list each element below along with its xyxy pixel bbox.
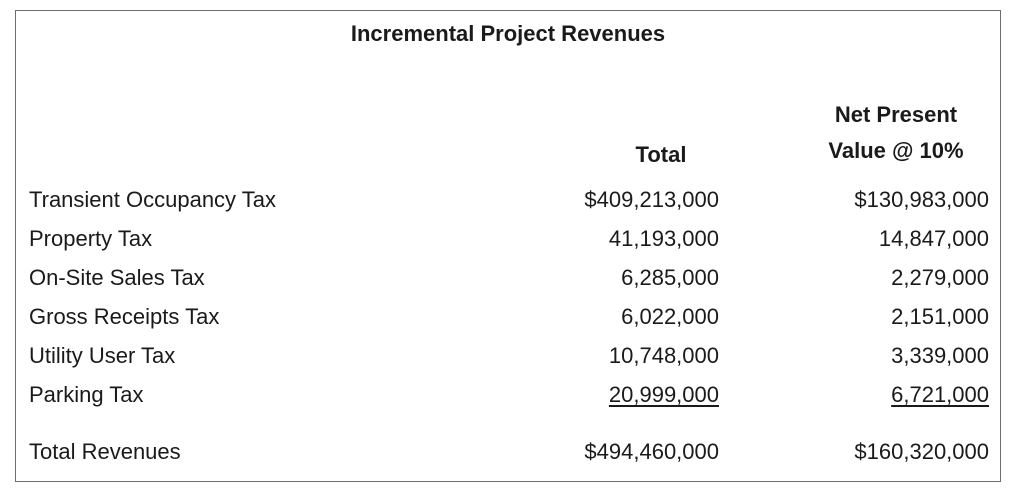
row-total: 41,193,000 (608, 226, 719, 251)
column-header-npv-line1: Net Present (834, 102, 958, 127)
row-label: Parking Tax (29, 382, 144, 407)
column-header-total: Total (635, 142, 687, 167)
row-npv: 2,151,000 (891, 304, 989, 329)
table-row: Utility User Tax 10,748,000 3,339,000 (16, 343, 1000, 373)
row-npv: 14,847,000 (878, 226, 989, 251)
row-label: Utility User Tax (29, 343, 176, 368)
total-row-label: Total Revenues (29, 439, 181, 464)
row-label: On-Site Sales Tax (29, 265, 205, 290)
table-title: Incremental Project Revenues (350, 21, 666, 46)
row-npv: 6,721,000 (891, 382, 989, 407)
row-label: Property Tax (29, 226, 153, 251)
total-row: Total Revenues $494,460,000 $160,320,000 (16, 439, 1000, 469)
column-header-npv-line2: Value @ 10% (828, 138, 964, 163)
row-label: Transient Occupancy Tax (29, 187, 277, 212)
row-total: 20,999,000 (608, 382, 719, 407)
table-row: Parking Tax 20,999,000 6,721,000 (16, 382, 1000, 412)
total-row-total: $494,460,000 (584, 439, 719, 464)
table-row: Property Tax 41,193,000 14,847,000 (16, 226, 1000, 256)
row-total: 10,748,000 (608, 343, 719, 368)
revenue-table: Incremental Project Revenues Total Net P… (15, 10, 1001, 482)
row-total: 6,022,000 (621, 304, 719, 329)
row-total: 6,285,000 (621, 265, 719, 290)
table-row: Transient Occupancy Tax $409,213,000 $13… (16, 187, 1000, 217)
table-row: Gross Receipts Tax 6,022,000 2,151,000 (16, 304, 1000, 334)
row-npv: $130,983,000 (854, 187, 989, 212)
row-npv: 3,339,000 (891, 343, 989, 368)
table-row: On-Site Sales Tax 6,285,000 2,279,000 (16, 265, 1000, 295)
row-label: Gross Receipts Tax (29, 304, 220, 329)
total-row-npv: $160,320,000 (854, 439, 989, 464)
row-npv: 2,279,000 (891, 265, 989, 290)
row-total: $409,213,000 (584, 187, 719, 212)
column-header-npv: Net Present Value @ 10% (796, 97, 996, 169)
